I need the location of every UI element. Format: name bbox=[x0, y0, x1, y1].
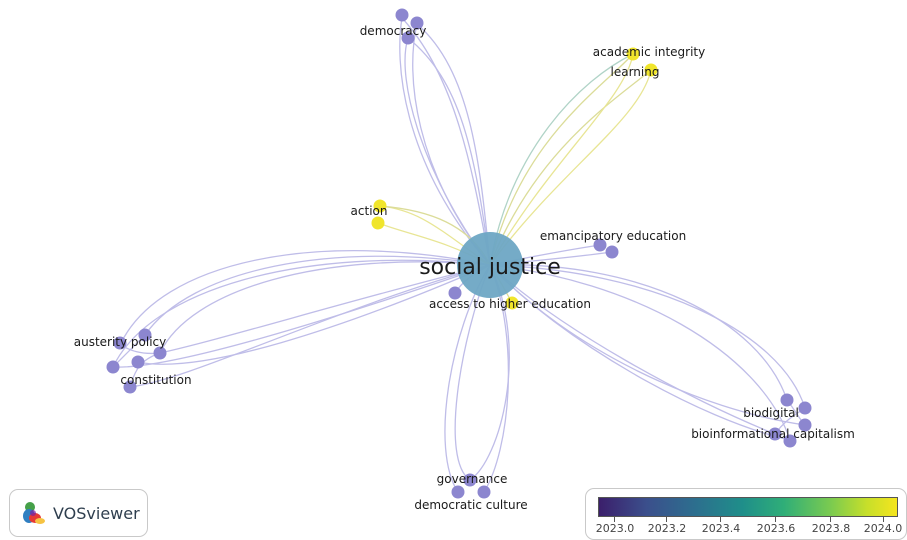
label-bioinformational-capitalism: bioinformational capitalism bbox=[691, 427, 855, 441]
legend-tick-mark bbox=[883, 517, 884, 522]
node-academic-integrity bbox=[626, 47, 640, 61]
color-legend: 2023.0 2023.2 2023.4 2023.6 2023.8 2024.… bbox=[585, 488, 907, 540]
labels: social justice democracy academic integr… bbox=[74, 24, 855, 512]
node-governance bbox=[463, 473, 477, 487]
edge bbox=[404, 37, 491, 266]
legend-tick-label: 2024.0 bbox=[863, 522, 903, 535]
label-governance: governance bbox=[437, 472, 508, 486]
vosviewer-logo-icon bbox=[23, 502, 45, 524]
edge bbox=[489, 53, 634, 266]
label-constitution: constitution bbox=[120, 373, 191, 387]
node-access-higher-education bbox=[505, 296, 519, 310]
nodes bbox=[106, 8, 812, 499]
legend-tick-label: 2023.4 bbox=[701, 522, 741, 535]
label-learning: learning bbox=[611, 65, 660, 79]
node-austerity-policy bbox=[153, 346, 167, 360]
legend-tick-mark bbox=[666, 517, 667, 522]
edge bbox=[489, 53, 634, 266]
edge bbox=[489, 264, 791, 441]
vosviewer-logo: VOSviewer bbox=[9, 489, 148, 537]
legend-tick-mark bbox=[775, 517, 776, 522]
node-bioinformational-capitalism bbox=[783, 434, 797, 448]
edge bbox=[489, 264, 806, 409]
edge bbox=[489, 264, 806, 426]
label-democratic-culture: democratic culture bbox=[414, 498, 527, 512]
node-emancipatory-education bbox=[605, 245, 619, 259]
node-constitution bbox=[106, 360, 120, 374]
node-democratic-culture bbox=[451, 485, 465, 499]
legend-tick-label: 2023.6 bbox=[756, 522, 796, 535]
label-emancipatory-education: emancipatory education bbox=[540, 229, 686, 243]
edge bbox=[416, 23, 491, 266]
edge bbox=[159, 261, 491, 354]
node-emancipatory-education bbox=[593, 238, 607, 252]
node-access-higher-education bbox=[448, 286, 462, 300]
edge bbox=[112, 259, 491, 368]
label-access-to-higher-education: access to higher education bbox=[429, 297, 591, 311]
edge bbox=[119, 250, 491, 346]
node-democracy bbox=[395, 8, 409, 22]
node-austerity-policy bbox=[138, 328, 152, 342]
node-action bbox=[371, 216, 385, 230]
node-biodigital bbox=[798, 401, 812, 415]
edge bbox=[129, 264, 491, 388]
legend-tick-label: 2023.0 bbox=[595, 522, 635, 535]
edge bbox=[399, 17, 491, 266]
edge bbox=[469, 264, 510, 481]
edge bbox=[489, 53, 634, 266]
edge bbox=[489, 69, 652, 266]
node-constitution bbox=[123, 380, 137, 394]
label-democracy: democracy bbox=[360, 24, 427, 38]
central-node bbox=[457, 232, 523, 298]
edge bbox=[137, 264, 491, 365]
label-social-justice: social justice bbox=[419, 255, 561, 280]
node-democracy bbox=[401, 31, 415, 45]
legend-tick-mark bbox=[830, 517, 831, 522]
node-constitution bbox=[131, 355, 145, 369]
label-biodigital: biodigital bbox=[743, 406, 799, 420]
node-austerity-policy bbox=[113, 336, 127, 350]
legend-tick-label: 2023.2 bbox=[647, 522, 687, 535]
node-biodigital bbox=[780, 393, 794, 407]
edge bbox=[401, 17, 491, 266]
legend-gradient-bar bbox=[598, 497, 898, 517]
legend-ticks bbox=[598, 517, 898, 523]
node-bioinformational-capitalism bbox=[798, 418, 812, 432]
label-academic-integrity: academic integrity bbox=[593, 45, 705, 59]
legend-tick-mark bbox=[614, 517, 615, 522]
logo-text: VOSviewer bbox=[53, 503, 140, 523]
edge bbox=[489, 69, 652, 266]
edge bbox=[159, 264, 491, 354]
edge bbox=[412, 23, 491, 266]
node-democracy bbox=[410, 16, 424, 30]
node-bioinformational-capitalism bbox=[768, 427, 782, 441]
edge bbox=[489, 264, 788, 401]
label-austerity-policy: austerity policy bbox=[74, 335, 167, 349]
edge bbox=[489, 264, 776, 435]
node-action bbox=[373, 199, 387, 213]
legend-tick-mark bbox=[720, 517, 721, 522]
node-democratic-culture bbox=[477, 485, 491, 499]
edge bbox=[407, 37, 491, 266]
node-learning bbox=[644, 63, 658, 77]
legend-tick-label: 2023.8 bbox=[811, 522, 851, 535]
label-action: action bbox=[351, 204, 388, 218]
